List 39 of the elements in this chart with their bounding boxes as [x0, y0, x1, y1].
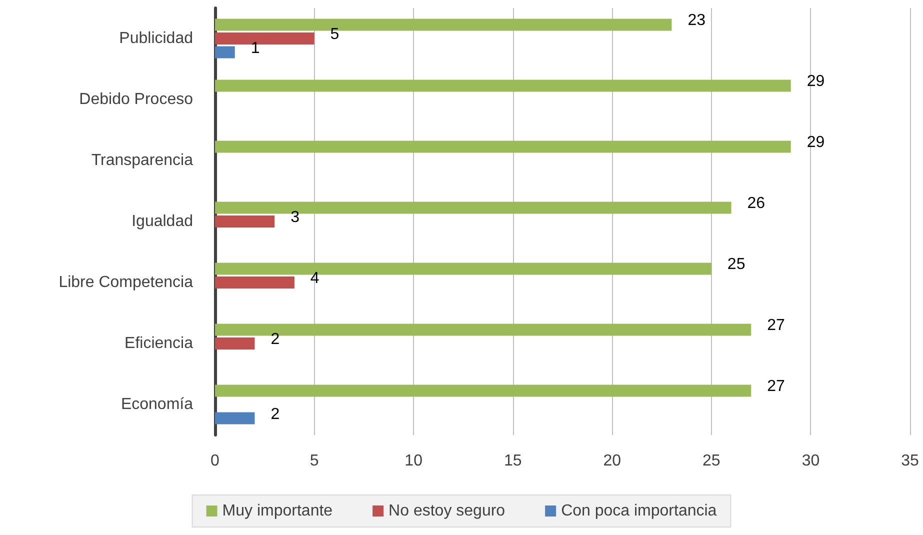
x-tick-label: 15: [504, 452, 522, 470]
x-tick-label: 35: [901, 452, 919, 470]
data-label: 27: [767, 378, 786, 396]
y-tick-label: Debido Proceso: [79, 91, 194, 108]
data-label: 2: [270, 331, 280, 348]
bar: [215, 216, 275, 228]
bar: [215, 46, 235, 58]
data-label: 1: [250, 40, 260, 57]
x-tick-label: 30: [802, 452, 820, 470]
y-tick-label: Publicidad: [119, 30, 193, 47]
y-tick-label: Eficiencia: [124, 335, 194, 352]
bar: [215, 412, 255, 424]
data-label: 27: [767, 317, 786, 334]
bar: [215, 338, 255, 350]
bar: [215, 384, 752, 397]
bar: [215, 140, 791, 153]
y-tick-label: Igualdad: [132, 213, 193, 230]
x-tick-label: 20: [603, 452, 622, 470]
data-label: 23: [688, 12, 706, 30]
data-label: 3: [290, 209, 300, 226]
x-tick-label: 0: [210, 452, 220, 470]
x-tick-label: 5: [310, 452, 319, 470]
data-label: 26: [747, 195, 766, 212]
y-tick-label: Economía: [120, 396, 194, 413]
y-tick-label: Libre Competencia: [58, 274, 194, 291]
legend-label: Con poca importancia: [561, 502, 717, 520]
data-label: 5: [330, 26, 340, 43]
bar: [215, 276, 294, 288]
data-label: 25: [727, 256, 746, 274]
x-tick-label: 25: [702, 452, 720, 470]
data-label: 29: [806, 73, 825, 90]
data-label: 29: [806, 134, 825, 152]
data-label: 4: [310, 270, 320, 287]
bar: [215, 80, 791, 92]
x-tick-label: 10: [404, 452, 423, 470]
data-label: 2: [270, 406, 280, 423]
legend-label: No estoy seguro: [388, 502, 506, 520]
y-tick-label: Transparencia: [91, 152, 194, 169]
legend-label: Muy importante: [222, 502, 333, 520]
